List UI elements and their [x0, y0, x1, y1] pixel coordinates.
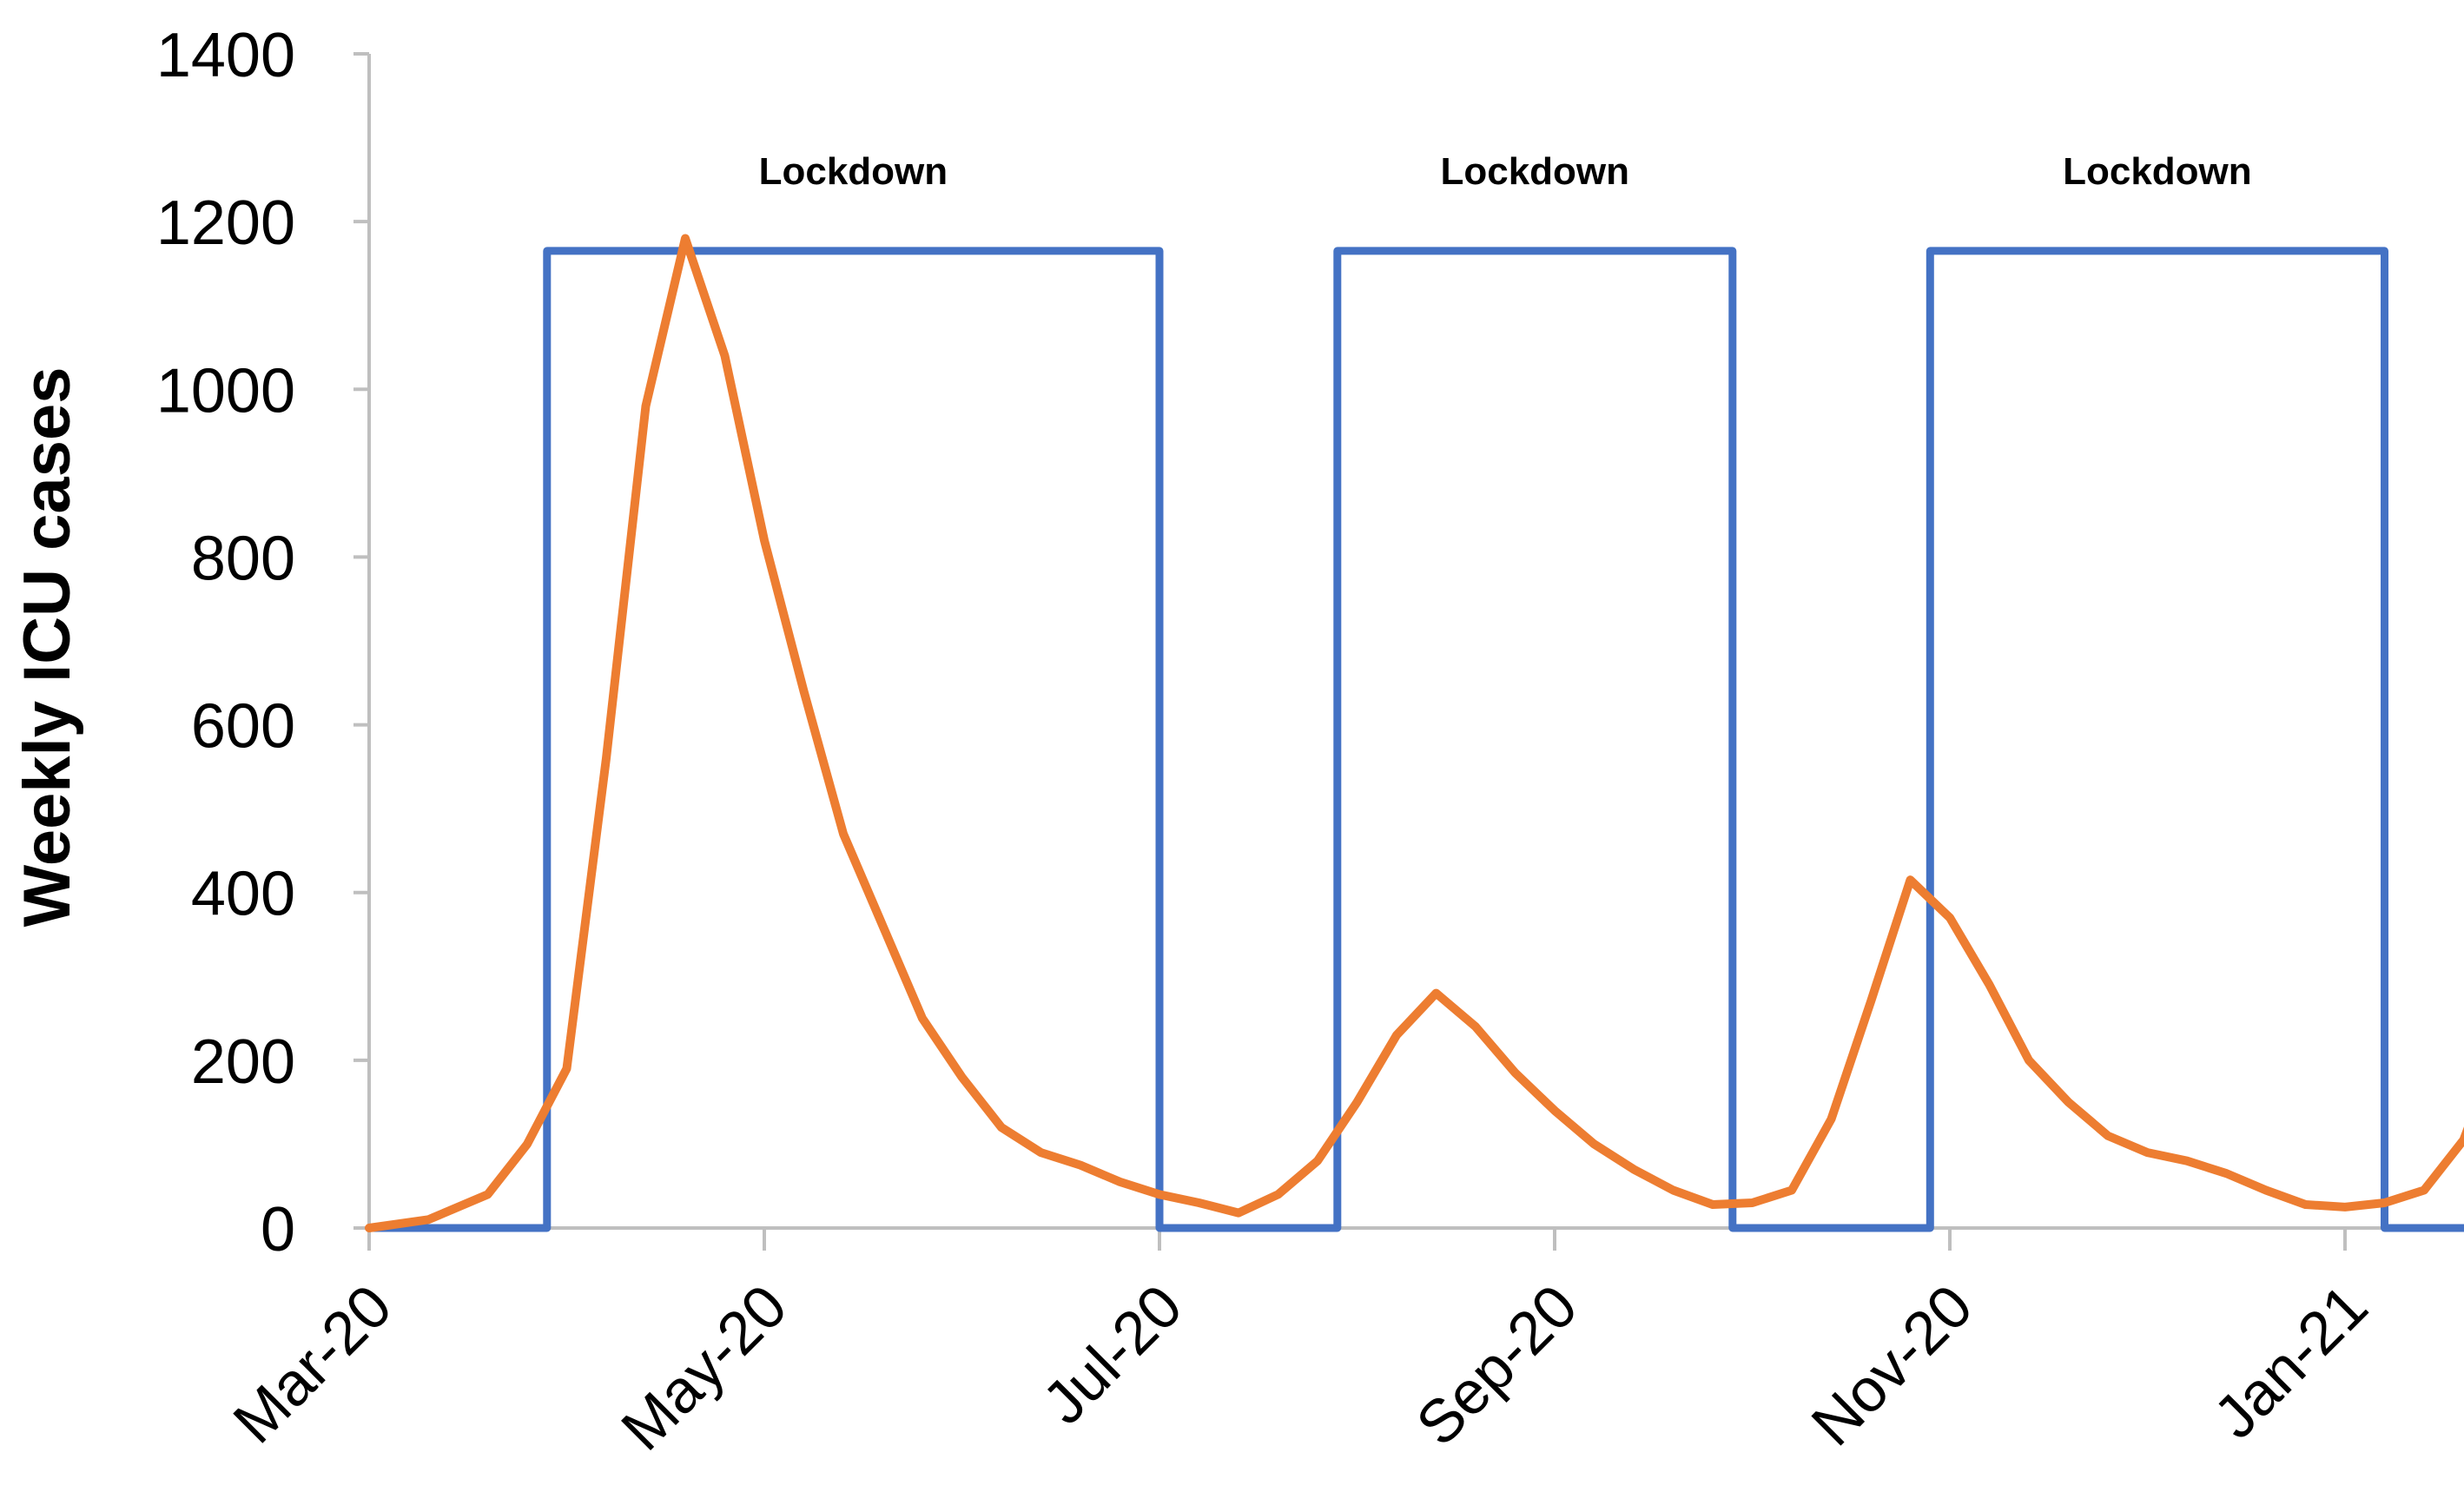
y-tick-label: 200	[191, 1027, 295, 1097]
y-tick-label: 1000	[156, 356, 295, 426]
lockdown-label: Lockdown	[1440, 150, 1629, 193]
y-tick-label: 0	[261, 1195, 295, 1264]
x-tick-label: Jul-20	[1030, 1271, 1195, 1436]
y-tick-label: 800	[191, 524, 295, 593]
x-tick-label: Mar-20	[221, 1271, 405, 1456]
lockdown-label: Lockdown	[759, 150, 948, 193]
y-axis-title: Weekly ICU cases	[10, 367, 84, 928]
axes	[367, 54, 2458, 1230]
x-tick-label: Sep-20	[1404, 1271, 1590, 1458]
icu-line	[365, 234, 2464, 1232]
y-tick-label: 1400	[156, 21, 295, 90]
x-tick-label: Nov-20	[1799, 1271, 1985, 1458]
y-tick-label: 1200	[156, 188, 295, 258]
x-tick-label: Jan-21	[2201, 1271, 2381, 1451]
annotations: LockdownLockdownLockdownLockdownLockdown…	[759, 150, 2252, 193]
lockdown-label: Lockdown	[2063, 150, 2252, 193]
series-layer	[365, 234, 2464, 1232]
y-tick-label: 600	[191, 692, 295, 762]
x-tick-label: May-20	[608, 1271, 799, 1462]
y-ticks: 0 200 400 600 800 1000 1200 1400	[156, 21, 369, 1264]
lockdown-line	[365, 247, 2464, 1232]
x-ticks: Mar-20May-20Jul-20Sep-20Nov-20Jan-21Mar-…	[221, 1228, 2381, 1463]
y-tick-label: 400	[191, 860, 295, 929]
